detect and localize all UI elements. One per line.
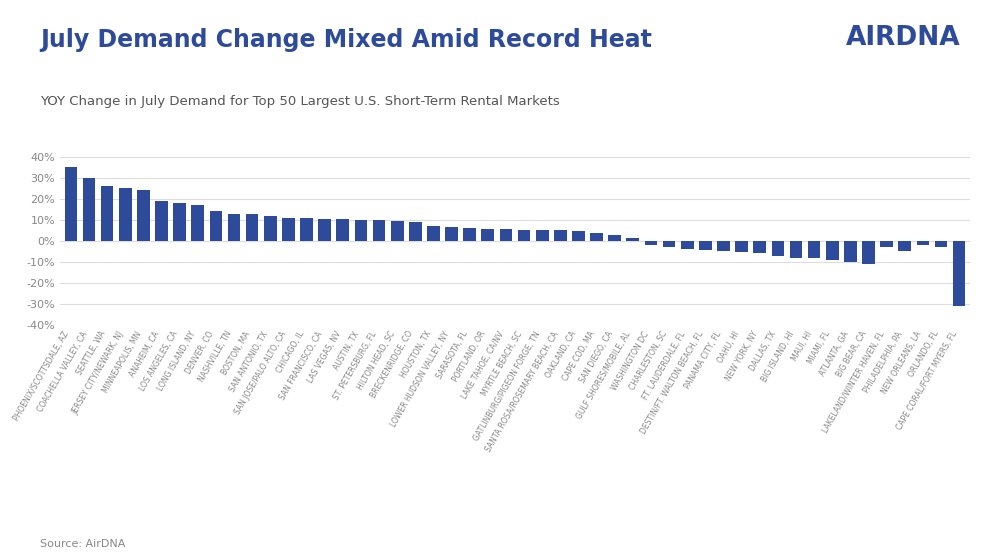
Bar bbox=[173, 203, 186, 241]
Bar bbox=[880, 241, 893, 247]
Bar bbox=[917, 241, 929, 245]
Bar bbox=[935, 241, 947, 247]
Text: YOY Change in July Demand for Top 50 Largest U.S. Short-Term Rental Markets: YOY Change in July Demand for Top 50 Lar… bbox=[40, 95, 560, 108]
Bar bbox=[681, 241, 694, 249]
Bar bbox=[699, 241, 712, 250]
Bar bbox=[409, 222, 422, 241]
Bar bbox=[463, 228, 476, 241]
Bar bbox=[953, 241, 965, 306]
Bar bbox=[228, 213, 240, 241]
Bar bbox=[826, 241, 839, 260]
Bar bbox=[772, 241, 784, 255]
Bar bbox=[155, 201, 168, 241]
Bar bbox=[83, 178, 95, 241]
Bar bbox=[427, 226, 440, 241]
Bar bbox=[663, 241, 675, 247]
Bar bbox=[373, 220, 385, 241]
Bar bbox=[898, 241, 911, 251]
Bar bbox=[481, 229, 494, 241]
Bar bbox=[753, 241, 766, 254]
Bar bbox=[391, 221, 404, 241]
Bar bbox=[318, 219, 331, 241]
Bar bbox=[300, 218, 313, 241]
Bar bbox=[282, 218, 295, 241]
Bar bbox=[518, 230, 530, 241]
Bar bbox=[790, 241, 802, 258]
Bar bbox=[101, 186, 113, 241]
Bar bbox=[717, 241, 730, 251]
Bar bbox=[336, 219, 349, 241]
Bar bbox=[500, 229, 512, 241]
Bar bbox=[355, 220, 367, 241]
Bar bbox=[536, 230, 549, 241]
Bar bbox=[808, 241, 820, 258]
Bar bbox=[862, 241, 875, 264]
Bar bbox=[590, 234, 603, 241]
Bar bbox=[626, 237, 639, 241]
Bar bbox=[264, 216, 277, 241]
Bar bbox=[246, 213, 258, 241]
Bar bbox=[645, 241, 657, 245]
Bar bbox=[844, 241, 857, 262]
Bar bbox=[608, 235, 621, 241]
Text: July Demand Change Mixed Amid Record Heat: July Demand Change Mixed Amid Record Hea… bbox=[40, 28, 652, 52]
Bar bbox=[735, 241, 748, 253]
Text: Source: AirDNA: Source: AirDNA bbox=[40, 539, 125, 549]
Bar bbox=[119, 188, 132, 241]
Bar bbox=[572, 231, 585, 241]
Bar bbox=[554, 230, 567, 241]
Bar bbox=[191, 205, 204, 241]
Bar bbox=[65, 167, 77, 241]
Bar bbox=[445, 227, 458, 241]
Bar bbox=[210, 212, 222, 241]
Text: AIRDNA: AIRDNA bbox=[845, 25, 960, 51]
Bar bbox=[137, 190, 150, 241]
